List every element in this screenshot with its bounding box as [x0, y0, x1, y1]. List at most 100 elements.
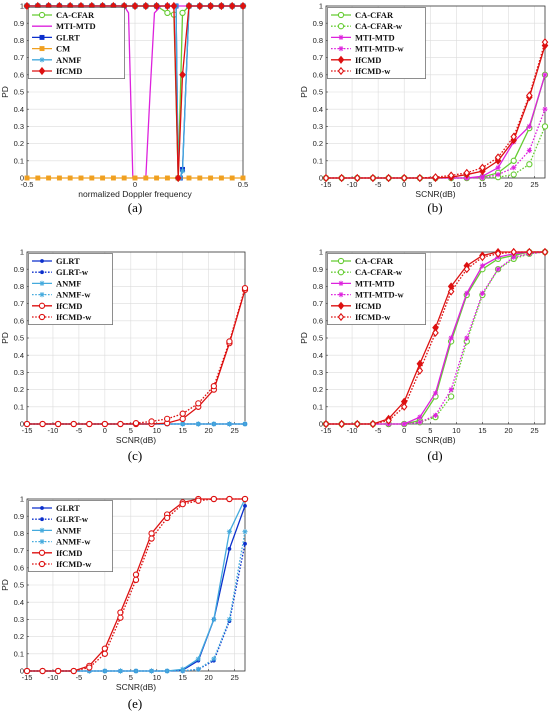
legend-label: MTI-MTD: [355, 278, 395, 288]
series-cm: [24, 175, 246, 181]
legend-label: IfCMD: [56, 66, 82, 76]
data-point: [226, 338, 233, 345]
y-tick-label: 0.1: [313, 402, 323, 411]
chart-panel-c: -15 -10 -5 0 5 10 15 20 25 0 0.1 0.2 0.3 0.4 0.5 0.6 0.7…: [0, 248, 249, 463]
data-point: [54, 420, 62, 428]
legend-label: ANMF: [56, 55, 82, 65]
data-point: [153, 1, 160, 11]
data-point: [479, 175, 486, 181]
data-point: [163, 514, 171, 522]
x-tick-label: 0: [402, 180, 406, 189]
data-point: [432, 390, 439, 396]
x-tick-label: 25: [230, 426, 238, 435]
data-point: [110, 175, 116, 181]
data-point: [39, 420, 46, 428]
data-point: [369, 173, 377, 183]
legend-label: IfCMD-w: [56, 559, 92, 569]
panel-label: (d): [427, 448, 442, 463]
legend-marker: [338, 46, 344, 52]
y-tick-label: 0.8: [14, 282, 24, 291]
data-point: [417, 414, 423, 420]
x-tick-label: 10: [452, 180, 460, 189]
y-tick-label: 0: [20, 667, 24, 676]
legend-marker: [337, 23, 345, 30]
data-point: [170, 1, 178, 11]
y-tick-label: 0.8: [313, 36, 323, 45]
y-tick-label: 0.6: [14, 70, 24, 79]
legend-marker: [39, 57, 45, 63]
x-tick-label: -15: [22, 673, 33, 682]
data-point: [143, 175, 149, 181]
data-point: [228, 1, 236, 11]
y-tick-label: 0.3: [313, 368, 323, 377]
x-tick-label: 5: [129, 673, 133, 682]
data-point: [86, 668, 92, 674]
y-tick-label: 0.5: [313, 88, 323, 97]
y-tick-label: 0.6: [313, 70, 323, 79]
data-point: [207, 1, 214, 11]
data-point: [416, 173, 424, 183]
data-point: [100, 175, 106, 181]
legend-label: ANMF-w: [56, 537, 91, 547]
chart-panel-e: -15 -10 -5 0 5 10 15 20 25 0 0.1 0.2 0.3 0.4 0.5 0.6 0.7…: [0, 495, 249, 711]
data-point: [479, 163, 486, 172]
data-point: [479, 263, 486, 269]
data-point: [510, 157, 517, 164]
data-point: [132, 576, 140, 583]
y-tick-label: 0: [319, 420, 323, 429]
data-point: [400, 402, 408, 411]
y-tick-label: 0.7: [313, 299, 323, 308]
data-point: [239, 1, 247, 11]
data-point: [322, 173, 330, 183]
x-tick-label: 20: [504, 426, 512, 435]
legend-label: GLRT-w: [56, 267, 89, 277]
legend-marker: [337, 66, 345, 76]
data-point: [54, 667, 62, 675]
data-point: [526, 91, 533, 100]
series-ifcmd-w: [322, 247, 549, 429]
legend-box: [327, 253, 426, 325]
data-point: [148, 668, 155, 674]
data-point: [211, 421, 217, 427]
legend-marker: [39, 280, 45, 286]
data-point: [322, 419, 330, 429]
data-point: [174, 173, 182, 183]
legend-marker: [39, 34, 45, 40]
data-point: [179, 168, 186, 174]
legend-label: ANMF-w: [56, 290, 91, 300]
x-axis-title: SCNR(dB): [116, 682, 156, 692]
data-point: [511, 254, 517, 260]
legend-marker: [40, 506, 44, 510]
y-tick-label: 0.4: [14, 598, 24, 607]
data-point: [195, 656, 201, 662]
y-tick-label: 0.2: [14, 385, 24, 394]
data-point: [148, 418, 155, 425]
y-tick-label: 0.4: [313, 351, 323, 360]
legend-marker: [40, 259, 44, 263]
legend-box: [28, 253, 113, 325]
legend-label: CA-CFAR-w: [355, 267, 403, 277]
legend-marker: [338, 292, 344, 298]
data-point: [369, 419, 377, 429]
data-point: [142, 1, 150, 11]
data-point: [164, 175, 170, 181]
x-tick-label: 5: [428, 180, 432, 189]
legend-marker: [337, 11, 345, 19]
legend-label: GLRT-w: [56, 514, 89, 524]
x-axis-title: normalized Doppler frequency: [78, 189, 192, 199]
data-point: [121, 175, 127, 181]
data-point: [132, 419, 140, 427]
y-tick-label: 0.1: [14, 156, 24, 165]
legend-marker: [40, 517, 44, 522]
data-point: [432, 173, 439, 182]
x-tick-label: 20: [504, 180, 512, 189]
legend-label: MTI-MTD-w: [355, 44, 404, 54]
data-point: [23, 420, 31, 428]
y-tick-label: 0.4: [14, 105, 24, 114]
data-point: [241, 495, 249, 503]
x-tick-label: 10: [153, 426, 161, 435]
legend-marker: [38, 11, 46, 19]
data-point: [338, 419, 345, 429]
y-tick-label: 0.9: [14, 19, 24, 28]
